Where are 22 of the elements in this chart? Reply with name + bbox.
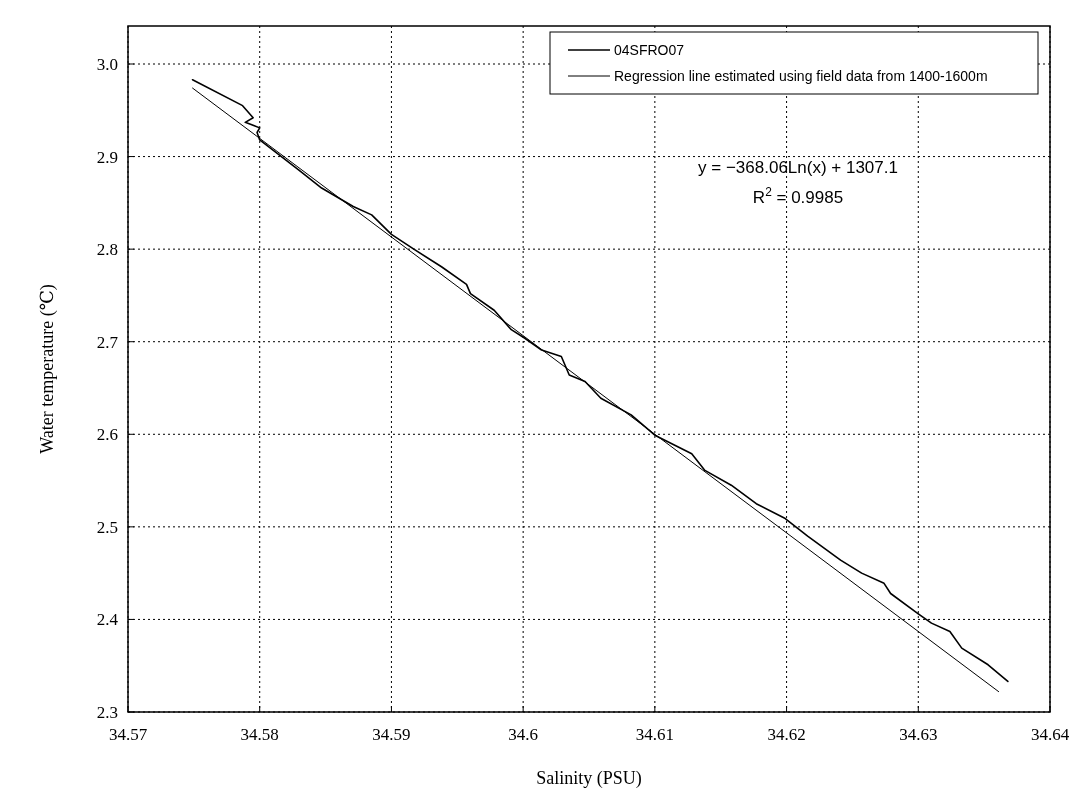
annotation: R$^{2}$ = 0.9985 [752,185,844,207]
y-tick-label: 2.7 [96,332,119,352]
y-tick-label: 2.4 [96,610,119,630]
x-tick-label: 34.64 [1030,725,1070,744]
x-tick-label: 34.57 [108,725,148,744]
y-axis-title: Water temperature (℃) [37,284,58,454]
x-tick-label: 34.6 [508,725,539,744]
y-tick-label: 3.0 [96,55,118,74]
x-axis-title: Salinity (PSU) [536,768,642,789]
x-tick-label: 34.62 [767,725,806,744]
y-tick-label: 2.3 [96,703,118,722]
annotation: y = −368.06Ln(x) + 1307.1 [698,158,898,177]
x-tick-label: 34.61 [635,725,674,744]
y-tick-label: 2.8 [96,240,118,260]
legend-label: 04SFRO07 [614,42,685,58]
y-tick-label: 2.6 [96,425,118,445]
y-tick-label: 2.9 [96,147,118,167]
x-tick-label: 34.59 [372,725,411,744]
x-tick-label: 34.58 [240,725,279,744]
x-tick-label: 34.63 [899,725,938,744]
legend-label: Regression line estimated using field data from 1400-1600m [614,68,988,84]
y-tick-label: 2.5 [96,517,118,537]
